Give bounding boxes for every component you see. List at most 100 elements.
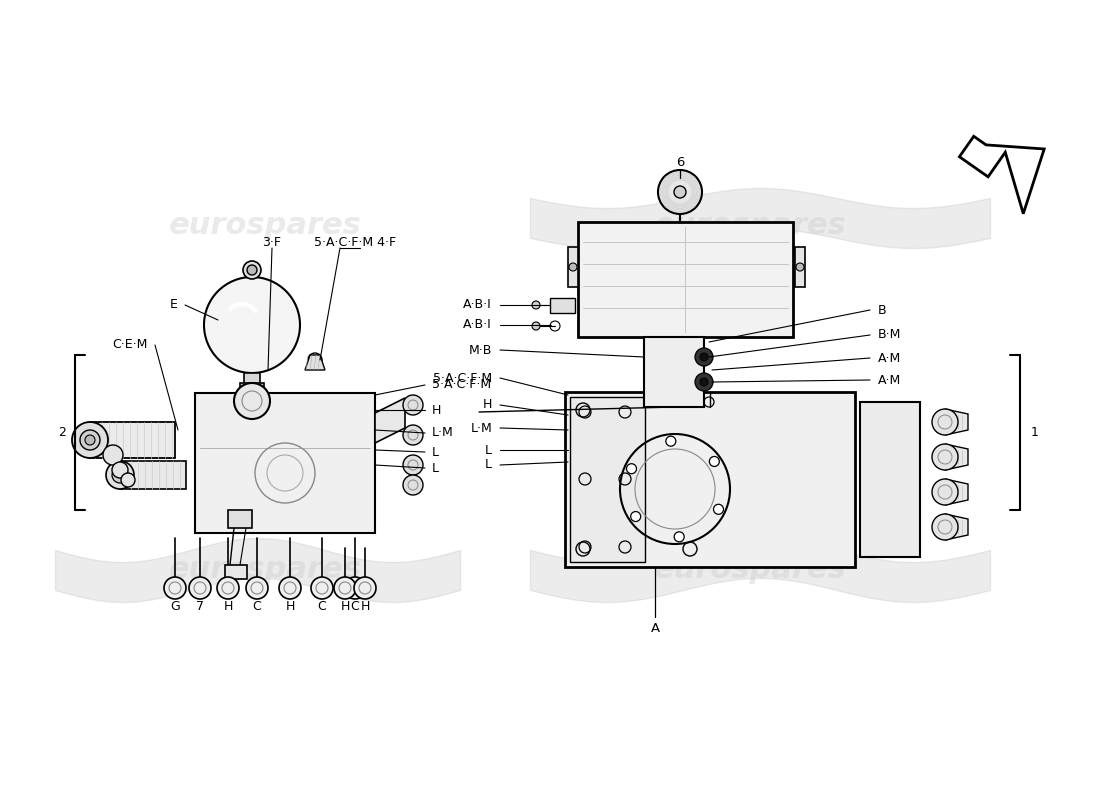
Circle shape bbox=[695, 373, 713, 391]
FancyBboxPatch shape bbox=[195, 393, 375, 533]
Text: L·M: L·M bbox=[432, 426, 453, 439]
Text: A·M: A·M bbox=[878, 374, 901, 386]
Text: B: B bbox=[878, 303, 887, 317]
Circle shape bbox=[121, 473, 135, 487]
Circle shape bbox=[80, 430, 100, 450]
Text: G: G bbox=[170, 599, 180, 613]
Text: eurospares: eurospares bbox=[653, 555, 846, 585]
Circle shape bbox=[627, 464, 637, 474]
Polygon shape bbox=[945, 514, 968, 540]
Circle shape bbox=[714, 504, 724, 514]
Circle shape bbox=[234, 383, 270, 419]
Polygon shape bbox=[945, 444, 968, 470]
Circle shape bbox=[112, 467, 128, 483]
Circle shape bbox=[112, 462, 128, 478]
Text: C: C bbox=[318, 599, 327, 613]
Circle shape bbox=[932, 444, 958, 470]
Polygon shape bbox=[90, 422, 175, 458]
Text: C: C bbox=[351, 599, 360, 613]
Text: eurospares: eurospares bbox=[168, 210, 362, 239]
Circle shape bbox=[630, 511, 640, 522]
Text: H: H bbox=[223, 599, 233, 613]
Circle shape bbox=[674, 186, 686, 198]
Text: A·B·I: A·B·I bbox=[463, 318, 492, 331]
Text: B·M: B·M bbox=[878, 329, 901, 342]
FancyBboxPatch shape bbox=[568, 247, 578, 287]
FancyBboxPatch shape bbox=[240, 383, 264, 395]
Text: 3·F: 3·F bbox=[263, 237, 282, 250]
Text: 7: 7 bbox=[196, 599, 204, 613]
Circle shape bbox=[403, 395, 424, 415]
Circle shape bbox=[666, 436, 675, 446]
Circle shape bbox=[189, 577, 211, 599]
Circle shape bbox=[85, 435, 95, 445]
Polygon shape bbox=[120, 461, 186, 489]
Text: L·M: L·M bbox=[471, 422, 492, 434]
Text: A·B·I: A·B·I bbox=[463, 298, 492, 311]
Text: C: C bbox=[253, 599, 262, 613]
Text: H: H bbox=[285, 599, 295, 613]
Circle shape bbox=[932, 479, 958, 505]
Text: A: A bbox=[650, 622, 660, 635]
FancyBboxPatch shape bbox=[795, 247, 805, 287]
Text: H: H bbox=[432, 403, 441, 417]
Circle shape bbox=[569, 263, 578, 271]
Polygon shape bbox=[945, 479, 968, 505]
FancyBboxPatch shape bbox=[578, 222, 793, 337]
Circle shape bbox=[403, 455, 424, 475]
Text: L: L bbox=[485, 443, 492, 457]
Circle shape bbox=[103, 445, 123, 465]
Text: L: L bbox=[432, 446, 439, 458]
Circle shape bbox=[279, 577, 301, 599]
Circle shape bbox=[403, 475, 424, 495]
Circle shape bbox=[246, 577, 268, 599]
Circle shape bbox=[532, 322, 540, 330]
Circle shape bbox=[311, 577, 333, 599]
Polygon shape bbox=[959, 136, 1044, 214]
Text: 5·A·C·F·M: 5·A·C·F·M bbox=[433, 371, 492, 385]
Circle shape bbox=[164, 577, 186, 599]
Circle shape bbox=[308, 353, 322, 367]
Text: 2: 2 bbox=[58, 426, 66, 438]
Text: 6: 6 bbox=[675, 155, 684, 169]
FancyBboxPatch shape bbox=[644, 337, 704, 407]
Text: C·E·M: C·E·M bbox=[112, 338, 148, 351]
Circle shape bbox=[72, 422, 108, 458]
Text: M·B: M·B bbox=[469, 343, 492, 357]
Circle shape bbox=[248, 265, 257, 275]
Circle shape bbox=[700, 353, 708, 361]
Circle shape bbox=[243, 261, 261, 279]
Circle shape bbox=[354, 577, 376, 599]
Circle shape bbox=[217, 577, 239, 599]
Text: 5·A·C·F·M: 5·A·C·F·M bbox=[432, 378, 491, 391]
Text: L: L bbox=[485, 458, 492, 471]
Text: H: H bbox=[361, 599, 370, 613]
Circle shape bbox=[334, 577, 356, 599]
FancyBboxPatch shape bbox=[565, 392, 855, 567]
FancyBboxPatch shape bbox=[550, 298, 575, 313]
Circle shape bbox=[932, 409, 958, 435]
Text: A·M: A·M bbox=[878, 351, 901, 365]
Circle shape bbox=[658, 170, 702, 214]
Text: H: H bbox=[483, 398, 492, 411]
Circle shape bbox=[344, 577, 366, 599]
Circle shape bbox=[710, 457, 719, 466]
Circle shape bbox=[674, 532, 684, 542]
FancyBboxPatch shape bbox=[244, 373, 260, 391]
Text: H: H bbox=[340, 599, 350, 613]
Circle shape bbox=[106, 461, 134, 489]
FancyBboxPatch shape bbox=[228, 510, 252, 528]
Text: eurospares: eurospares bbox=[168, 555, 362, 585]
Polygon shape bbox=[305, 355, 324, 370]
Circle shape bbox=[796, 263, 804, 271]
Circle shape bbox=[403, 425, 424, 445]
Polygon shape bbox=[945, 409, 968, 435]
Text: E: E bbox=[170, 298, 178, 311]
Text: 1: 1 bbox=[1031, 426, 1038, 438]
FancyBboxPatch shape bbox=[860, 402, 920, 557]
Polygon shape bbox=[375, 398, 405, 443]
FancyBboxPatch shape bbox=[226, 565, 248, 579]
Text: eurospares: eurospares bbox=[653, 210, 846, 239]
Circle shape bbox=[695, 348, 713, 366]
FancyBboxPatch shape bbox=[570, 397, 645, 562]
